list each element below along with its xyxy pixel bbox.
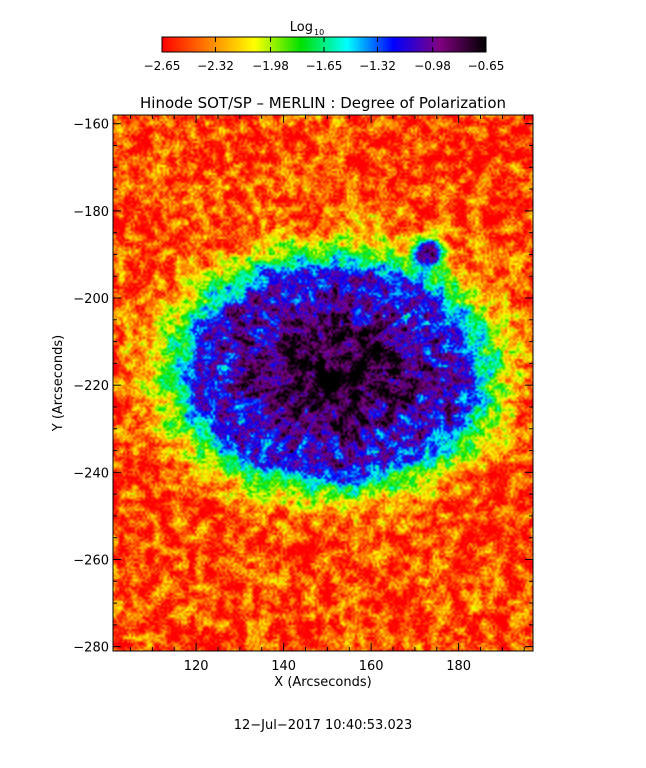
x-tick-label: 180 <box>446 659 471 674</box>
y-axis: −160 −180 −200 −220 −240 −260 −280 <box>73 118 533 656</box>
colorbar-ticks: −2.65 −2.32 −1.98 −1.65 −1.32 −0.98 −0.65 <box>144 37 505 73</box>
colorbar-tick-label: −1.32 <box>359 59 396 73</box>
colorbar-tick-label: −1.98 <box>252 59 289 73</box>
colorbar-tick-label: −1.65 <box>306 59 343 73</box>
x-tick-label: 120 <box>184 659 209 674</box>
plot-area: 120 140 160 180 −160 −180 −200 −220 −240 −260 −28… <box>73 114 534 674</box>
colorbar-tick-label: −2.65 <box>144 59 181 73</box>
plot-frame <box>112 114 534 652</box>
y-tick-label: −260 <box>73 553 109 568</box>
colorbar: Log 10 −2.65 −2.32 −1.98 −1.65 −1.32 −0.98 −0.… <box>144 20 505 73</box>
colorbar-tick-label: −2.32 <box>197 59 234 73</box>
y-tick-label: −180 <box>73 205 109 220</box>
heatmap-raster <box>113 115 533 651</box>
x-axis: 120 140 160 180 <box>130 115 525 674</box>
colorbar-title-subscript: 10 <box>314 28 324 37</box>
x-tick-label: 140 <box>271 659 296 674</box>
y-tick-label: −240 <box>73 466 109 481</box>
colorbar-tick-label: −0.98 <box>414 59 451 73</box>
heatmap-image <box>113 115 533 651</box>
chart-title: Hinode SOT/SP – MERLIN : Degree of Polar… <box>140 94 506 112</box>
timestamp: 12−Jul−2017 10:40:53.023 <box>234 718 413 733</box>
colorbar-tick-label: −0.65 <box>468 59 505 73</box>
x-tick-label: 160 <box>359 659 384 674</box>
x-axis-label: X (Arcseconds) <box>274 675 371 690</box>
colorbar-title: Log <box>290 20 313 35</box>
y-tick-label: −220 <box>73 379 109 394</box>
y-tick-label: −200 <box>73 292 109 307</box>
y-tick-label: −280 <box>73 641 109 656</box>
y-tick-label: −160 <box>73 118 109 133</box>
y-axis-label: Y (Arcseconds) <box>51 335 66 432</box>
